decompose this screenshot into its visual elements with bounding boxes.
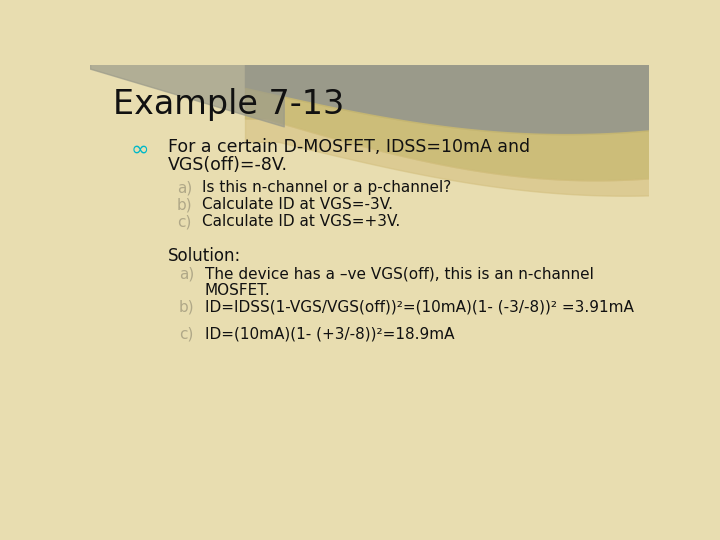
Text: Is this n-channel or a p-channel?: Is this n-channel or a p-channel? [202, 180, 451, 195]
Text: Example 7-13: Example 7-13 [113, 88, 344, 121]
Text: MOSFET.: MOSFET. [204, 284, 271, 299]
Text: c): c) [179, 327, 194, 342]
Text: For a certain D-MOSFET, IDSS=10mA and: For a certain D-MOSFET, IDSS=10mA and [168, 138, 530, 156]
Text: The device has a –ve VGS(off), this is an n-channel: The device has a –ve VGS(off), this is a… [204, 267, 593, 281]
Text: ID=IDSS(1-VGS/VGS(off))²=(10mA)(1- (-3/-8))² =3.91mA: ID=IDSS(1-VGS/VGS(off))²=(10mA)(1- (-3/-… [204, 300, 634, 315]
Text: a): a) [179, 267, 194, 281]
Text: Calculate ID at VGS=+3V.: Calculate ID at VGS=+3V. [202, 214, 400, 229]
Text: c): c) [177, 214, 192, 229]
Text: VGS(off)=-8V.: VGS(off)=-8V. [168, 157, 287, 174]
Text: b): b) [177, 197, 192, 212]
Text: ID=(10mA)(1- (+3/-8))²=18.9mA: ID=(10mA)(1- (+3/-8))²=18.9mA [204, 327, 454, 342]
Text: Calculate ID at VGS=-3V.: Calculate ID at VGS=-3V. [202, 197, 393, 212]
Text: Solution:: Solution: [168, 247, 240, 265]
Text: a): a) [177, 180, 192, 195]
Text: b): b) [179, 300, 194, 315]
Text: ∞: ∞ [130, 139, 149, 159]
